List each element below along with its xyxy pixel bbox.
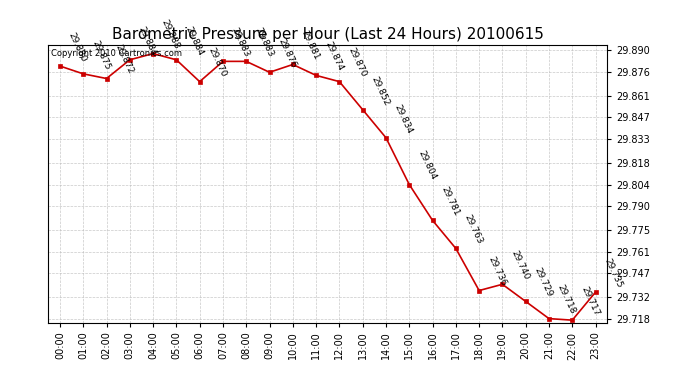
Text: 29.880: 29.880	[67, 31, 88, 63]
Text: 29.881: 29.881	[299, 29, 322, 62]
Text: 29.717: 29.717	[579, 285, 601, 317]
Text: 29.736: 29.736	[486, 255, 508, 288]
Text: 29.834: 29.834	[393, 103, 414, 135]
Text: 29.884: 29.884	[184, 25, 205, 57]
Text: 29.883: 29.883	[230, 26, 251, 58]
Text: Copyright 2010 Cartronics.com: Copyright 2010 Cartronics.com	[51, 49, 182, 58]
Text: 29.852: 29.852	[370, 75, 391, 107]
Title: Barometric Pressure per Hour (Last 24 Hours) 20100615: Barometric Pressure per Hour (Last 24 Ho…	[112, 27, 544, 42]
Text: 29.876: 29.876	[277, 37, 298, 69]
Text: 29.740: 29.740	[509, 249, 531, 282]
Text: 29.718: 29.718	[556, 284, 578, 316]
Text: 29.870: 29.870	[206, 46, 228, 79]
Text: 29.763: 29.763	[463, 213, 484, 246]
Text: 29.804: 29.804	[416, 150, 437, 182]
Text: 29.884: 29.884	[137, 25, 158, 57]
Text: 29.883: 29.883	[253, 26, 275, 58]
Text: 29.874: 29.874	[323, 40, 344, 73]
Text: 29.872: 29.872	[113, 44, 135, 76]
Text: 29.729: 29.729	[533, 266, 554, 298]
Text: 29.870: 29.870	[346, 46, 368, 79]
Text: 29.781: 29.781	[440, 185, 461, 218]
Text: 29.875: 29.875	[90, 39, 112, 71]
Text: 29.735: 29.735	[602, 257, 624, 290]
Text: 29.888: 29.888	[160, 18, 181, 51]
